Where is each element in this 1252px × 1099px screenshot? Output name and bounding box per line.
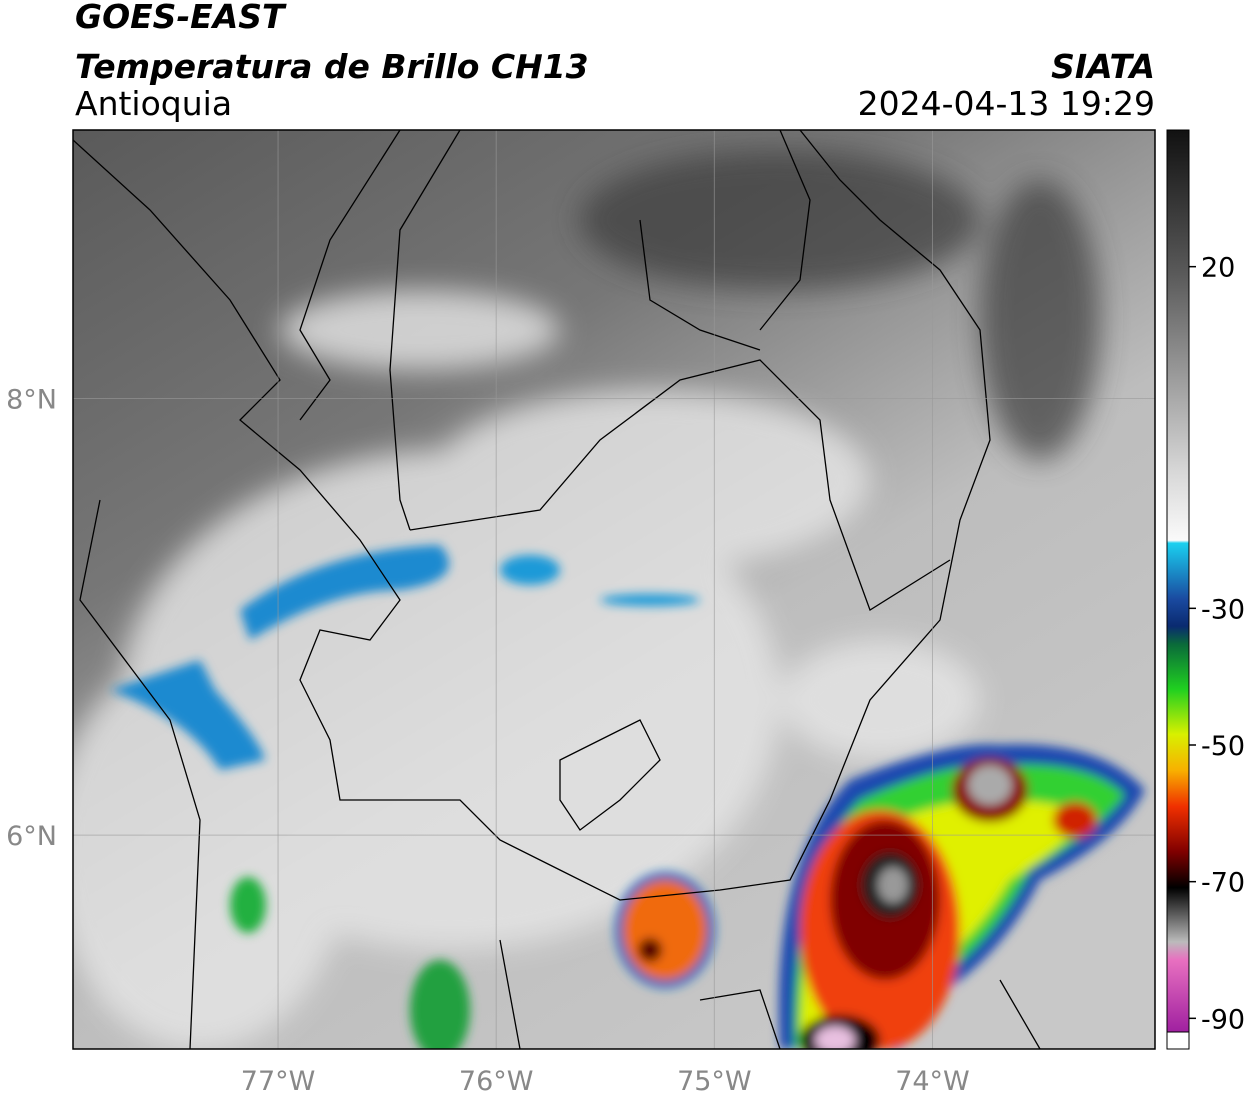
- lat-tick-label: 8°N: [6, 384, 57, 415]
- colorbar-frame: [1166, 129, 1190, 1050]
- colorbar-tick-label: -30: [1201, 594, 1245, 625]
- satellite-image: [73, 130, 1155, 1049]
- lon-tick-label: 76°W: [459, 1066, 534, 1097]
- colorbar-extension: [1166, 1031, 1190, 1050]
- colorbar-tick-label: -90: [1201, 1004, 1245, 1035]
- source: SIATA: [1051, 47, 1155, 86]
- lon-tick-label: 75°W: [677, 1066, 752, 1097]
- map-frame: [72, 129, 1156, 1050]
- borders: [73, 130, 1041, 1049]
- colorbar-tick-label: -70: [1201, 868, 1245, 899]
- product-title: Temperatura de Brillo CH13: [75, 47, 589, 86]
- satellite-name: GOES-EAST: [75, 0, 287, 36]
- colorbar-tick-label: -50: [1201, 731, 1245, 762]
- region: Antioquia: [75, 84, 232, 123]
- colorbar: [1167, 130, 1189, 1032]
- lon-tick-label: 74°W: [895, 1066, 970, 1097]
- colorbar-tick-label: 20: [1201, 253, 1235, 284]
- datetime: 2024-04-13 19:29: [858, 84, 1155, 123]
- lat-tick-label: 6°N: [6, 821, 57, 852]
- lon-tick-label: 77°W: [241, 1066, 316, 1097]
- graticule: [73, 130, 1155, 1049]
